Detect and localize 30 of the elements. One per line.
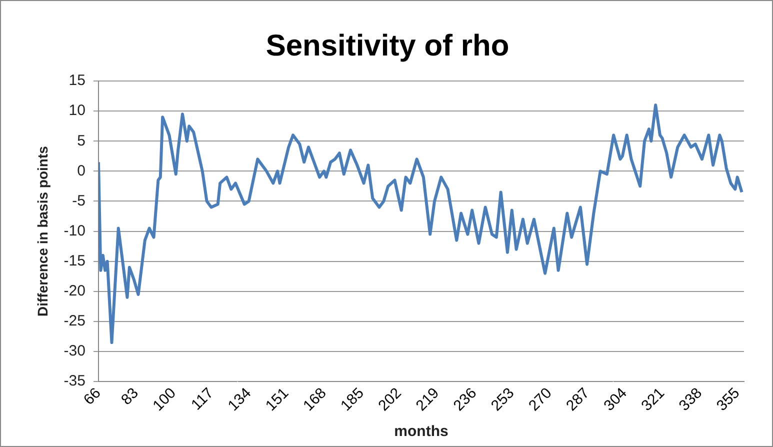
- x-axis-title: months: [394, 423, 448, 440]
- y-tick-label: -30: [64, 342, 86, 360]
- x-tick-label: 236: [450, 384, 480, 414]
- y-tick-label: 10: [68, 102, 86, 120]
- x-tick-label: 134: [224, 384, 255, 414]
- x-tick-label: 287: [563, 384, 593, 414]
- x-tick-label: 100: [150, 384, 180, 414]
- x-tick-label: 83: [118, 384, 142, 408]
- x-tick-label: 253: [488, 384, 518, 414]
- x-tick-label: 338: [676, 384, 706, 414]
- x-tick-label: 151: [262, 384, 292, 414]
- y-tick-label: -25: [64, 312, 86, 330]
- x-tick-label: 304: [600, 384, 630, 414]
- y-tick-label: 15: [68, 72, 86, 90]
- x-tick-label: 168: [300, 384, 330, 414]
- y-tick-label: -15: [64, 252, 86, 270]
- chart-title: Sensitivity of rho: [266, 29, 510, 62]
- x-tick-label: 321: [638, 384, 668, 414]
- y-tick-label: 5: [77, 132, 86, 150]
- y-tick-label: -20: [64, 282, 86, 300]
- x-tick-label: 185: [338, 384, 368, 414]
- y-tick-label: -5: [72, 192, 86, 210]
- x-tick-label: 355: [713, 384, 744, 414]
- y-tick-label: 0: [77, 162, 86, 180]
- y-tick-label: -10: [64, 222, 86, 240]
- x-tick-label: 202: [375, 384, 405, 414]
- x-tick-label: 117: [188, 384, 217, 414]
- x-tick-label: 219: [412, 384, 442, 414]
- y-axis-title: Difference in basis points: [34, 146, 50, 316]
- x-tick-label: 270: [525, 384, 556, 414]
